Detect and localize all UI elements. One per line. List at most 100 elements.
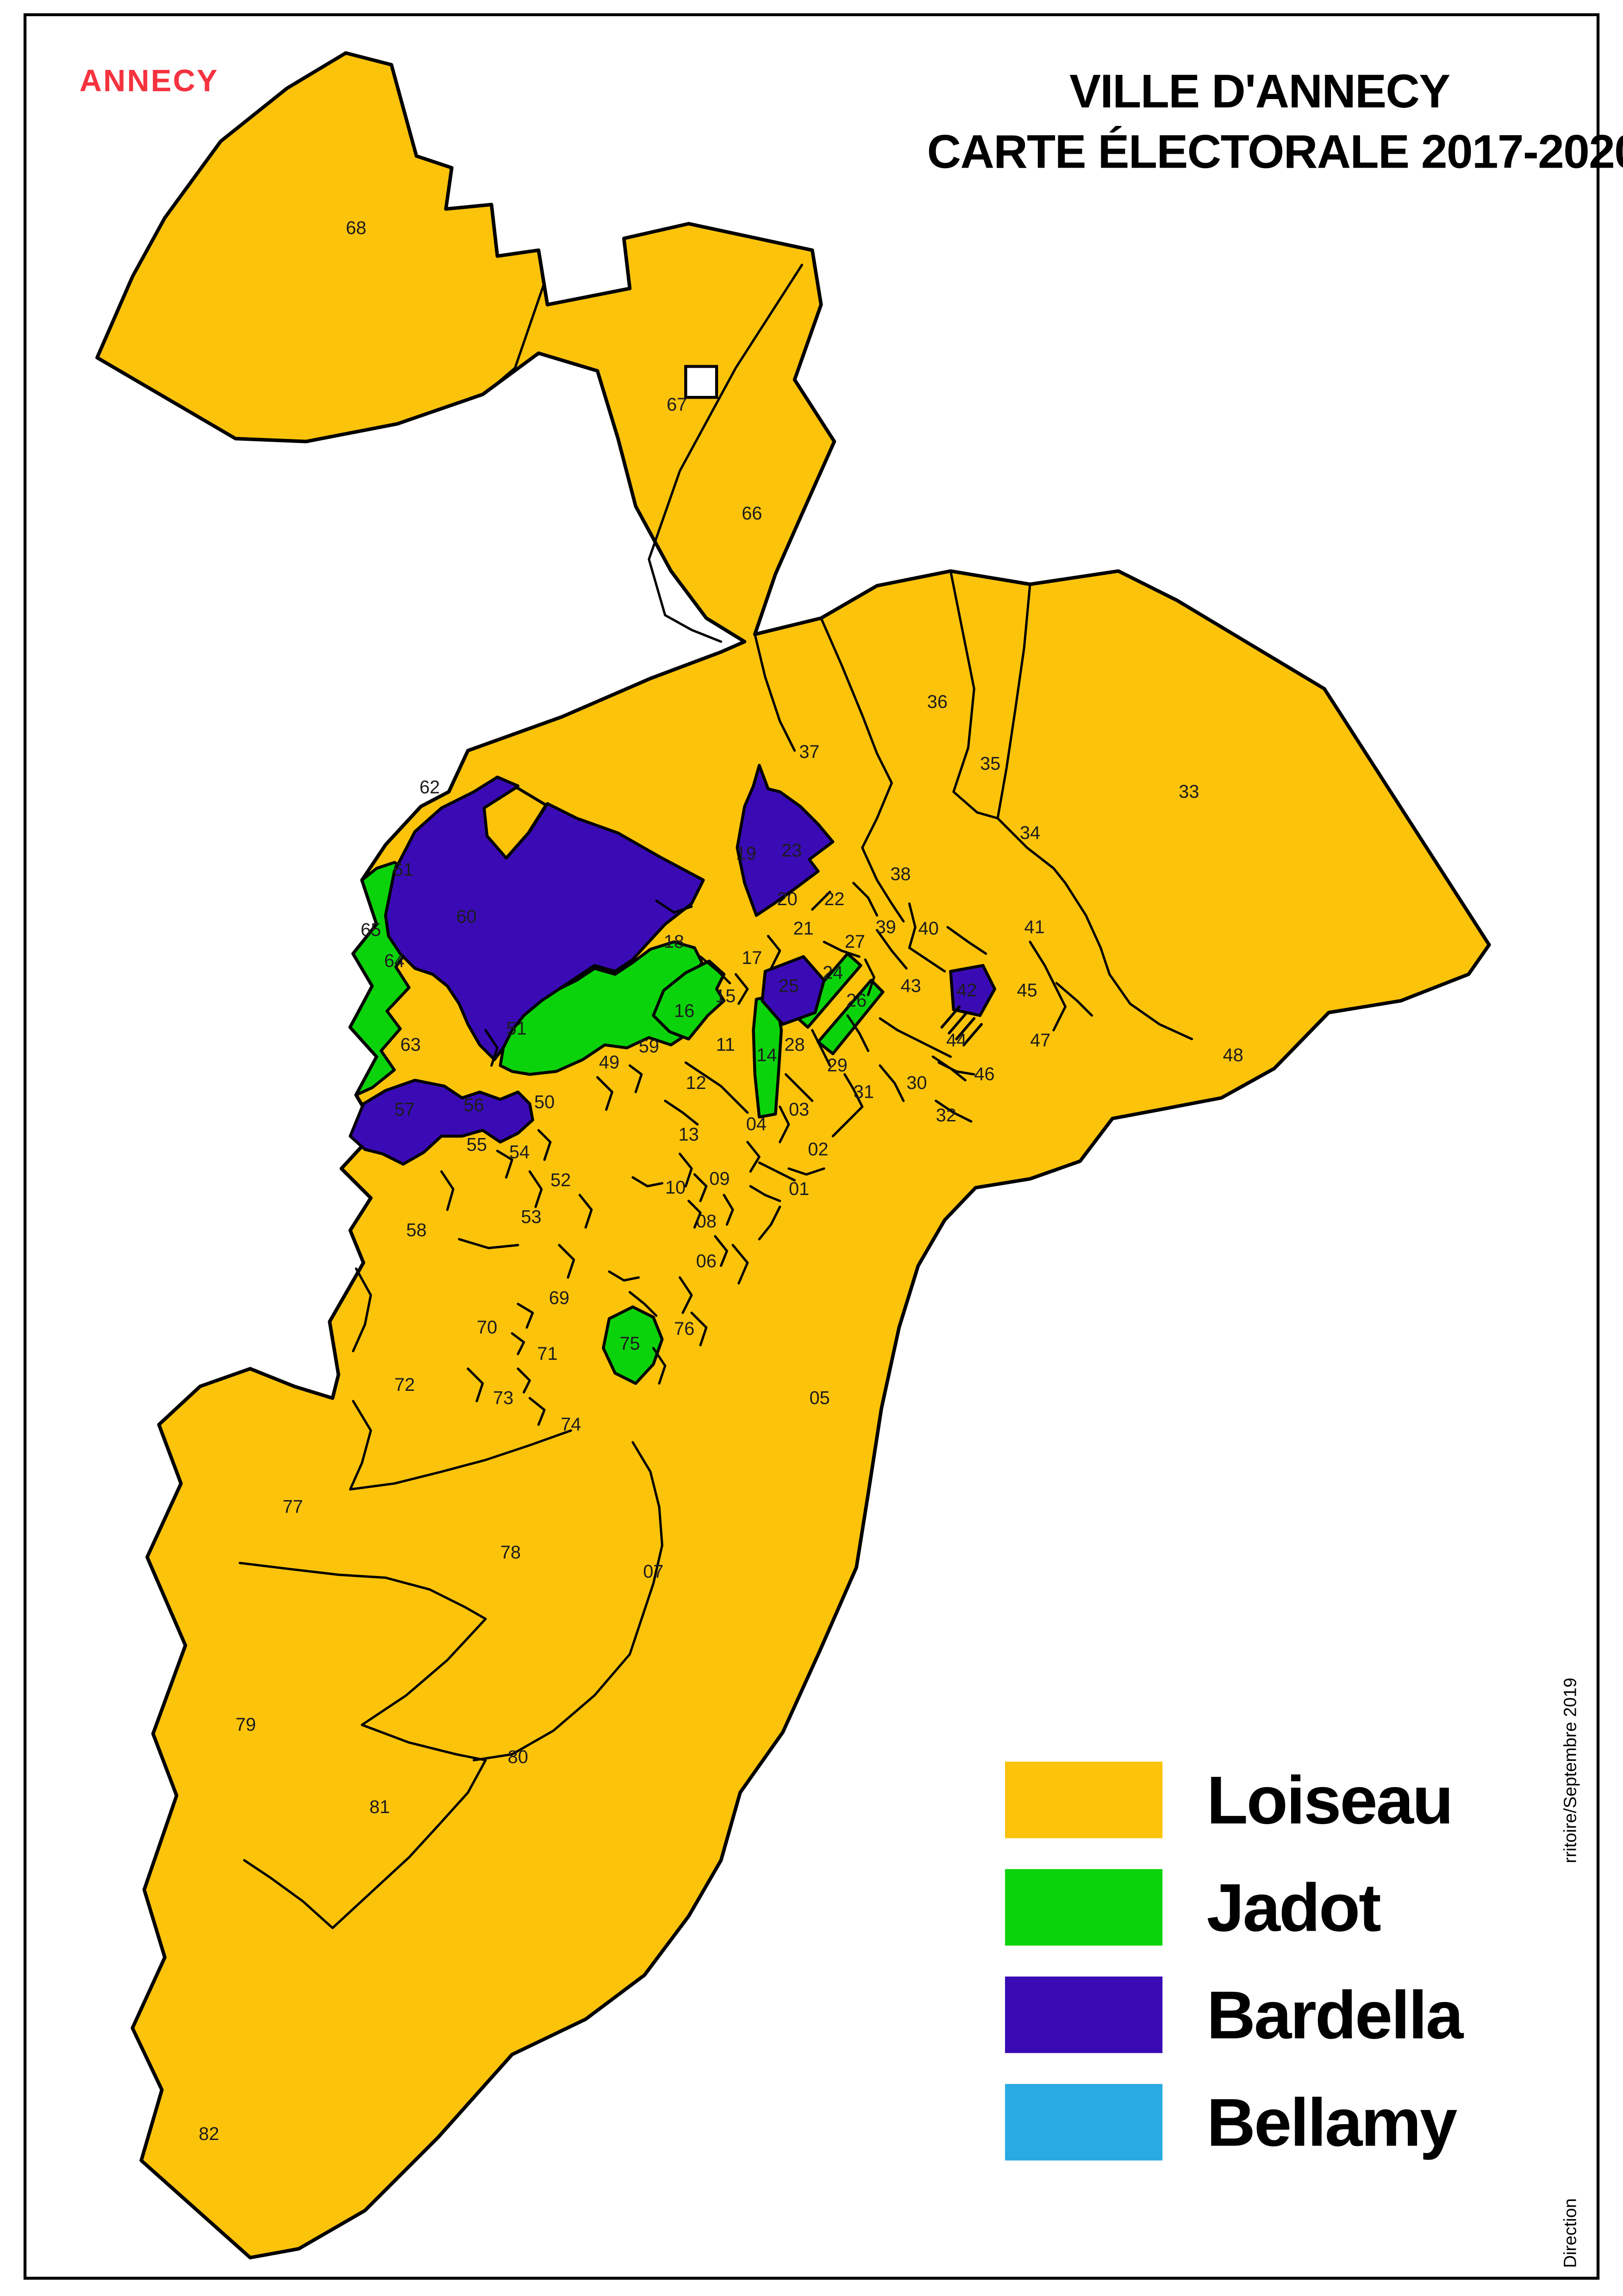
district-label-08: 08: [696, 1211, 717, 1232]
district-label-04: 04: [746, 1114, 767, 1134]
district-label-77: 77: [282, 1497, 303, 1517]
district-label-39: 39: [875, 917, 896, 937]
district-label-01: 01: [789, 1179, 809, 1199]
district-label-38: 38: [890, 864, 911, 884]
district-area-25: [761, 955, 826, 1026]
district-label-58: 58: [406, 1220, 426, 1240]
district-label-61: 61: [393, 859, 413, 880]
district-label-18: 18: [664, 932, 684, 952]
district-label-64: 64: [384, 951, 405, 971]
district-label-31: 31: [854, 1082, 874, 1102]
district-area-16: [652, 959, 726, 1041]
district-label-20: 20: [777, 889, 798, 909]
district-label-19: 19: [736, 843, 756, 863]
side-note-credit: rritoire/Septembre 2019: [1560, 1677, 1580, 1864]
district-label-48: 48: [1223, 1045, 1243, 1065]
district-label-05: 05: [809, 1388, 830, 1408]
district-label-59: 59: [639, 1036, 659, 1057]
district-area-62-wedge: [482, 786, 548, 860]
page-border: [23, 13, 1600, 2280]
district-label-63: 63: [400, 1035, 421, 1055]
district-label-55: 55: [467, 1135, 487, 1155]
district-label-62: 62: [419, 777, 440, 797]
district-label-21: 21: [793, 918, 813, 938]
district-label-06: 06: [696, 1251, 717, 1271]
district-label-09: 09: [709, 1169, 730, 1189]
district-label-25: 25: [779, 976, 799, 996]
railway-hatch: [940, 1005, 983, 1046]
district-label-67: 67: [667, 394, 687, 415]
map-title-line2: CARTE ÉLECTORALE 2017-2020: [927, 125, 1623, 178]
district-label-78: 78: [500, 1542, 521, 1563]
district-label-47: 47: [1030, 1030, 1050, 1051]
map-title: VILLE D'ANNECY CARTE ÉLECTORALE 2017-202…: [927, 62, 1623, 183]
district-label-23: 23: [781, 840, 802, 861]
city-logo: ANNECY: [79, 64, 219, 99]
district-label-32: 32: [936, 1105, 956, 1126]
district-label-79: 79: [236, 1714, 256, 1735]
district-label-80: 80: [508, 1747, 528, 1767]
district-label-44: 44: [946, 1030, 967, 1051]
legend-swatch-jadot: [1005, 1869, 1163, 1946]
district-label-56: 56: [463, 1095, 484, 1115]
commune-outline: [95, 51, 1491, 2259]
district-label-36: 36: [927, 692, 948, 712]
district-label-66: 66: [742, 503, 762, 524]
district-label-69: 69: [549, 1288, 569, 1308]
district-label-42: 42: [956, 980, 977, 1001]
district-label-12: 12: [686, 1073, 706, 1093]
district-area-56-57: [349, 1078, 534, 1166]
district-area-75: [602, 1305, 664, 1385]
district-label-03: 03: [789, 1099, 809, 1120]
district-labels-layer: 01 02 03 04 05 06 07 08 09 10 11 12 13 14 15 16 17 18 19 20…: [199, 218, 1243, 2144]
district-label-76: 76: [674, 1319, 694, 1339]
legend-row-bardella: Bardella: [1005, 1976, 1464, 2053]
district-area-42: [949, 964, 996, 1017]
district-label-24: 24: [823, 963, 843, 983]
legend-row-loiseau: Loiseau: [1005, 1761, 1462, 1839]
legend-label-bellamy: Bellamy: [1206, 2084, 1458, 2161]
district-label-54: 54: [509, 1142, 530, 1163]
district-label-37: 37: [799, 742, 819, 762]
district-label-41: 41: [1024, 917, 1045, 937]
district-label-68: 68: [346, 218, 366, 238]
map-title-line1: VILLE D'ANNECY: [1069, 64, 1450, 118]
district-label-15: 15: [715, 986, 736, 1007]
district-label-75: 75: [619, 1333, 640, 1354]
district-label-11: 11: [716, 1035, 735, 1055]
legend-label-bardella: Bardella: [1206, 1976, 1464, 2053]
legend-label-jadot: Jadot: [1206, 1869, 1381, 1946]
district-label-49: 49: [599, 1052, 619, 1073]
legend: Loiseau Jadot Bardella Bellamy: [1005, 1761, 1464, 2191]
district-label-33: 33: [1179, 782, 1199, 802]
district-label-65: 65: [361, 920, 381, 940]
side-note-direction: Direction: [1560, 2198, 1580, 2268]
district-label-27: 27: [845, 932, 865, 952]
district-label-70: 70: [477, 1317, 497, 1338]
legend-swatch-bellamy: [1005, 2084, 1163, 2161]
district-label-43: 43: [901, 976, 921, 996]
district-boundaries: [238, 263, 1193, 1929]
district-label-45: 45: [1017, 980, 1037, 1001]
district-label-81: 81: [369, 1797, 390, 1817]
district-label-22: 22: [824, 889, 844, 909]
district-label-60: 60: [456, 907, 477, 927]
district-label-28: 28: [784, 1035, 805, 1055]
district-area-23-20: [736, 763, 835, 917]
district-label-73: 73: [493, 1388, 513, 1408]
district-label-51: 51: [506, 1019, 527, 1039]
district-label-34: 34: [1020, 823, 1040, 843]
district-label-14: 14: [756, 1045, 777, 1065]
district-label-16: 16: [674, 1001, 694, 1021]
district-area-24-band-2: [817, 978, 885, 1056]
enclave-hole-67: [684, 365, 718, 399]
district-label-13: 13: [679, 1124, 699, 1145]
district-label-29: 29: [827, 1055, 848, 1076]
district-label-26: 26: [846, 990, 867, 1011]
legend-label-loiseau: Loiseau: [1206, 1761, 1454, 1839]
district-label-07: 07: [643, 1562, 663, 1582]
district-label-35: 35: [980, 753, 1000, 774]
